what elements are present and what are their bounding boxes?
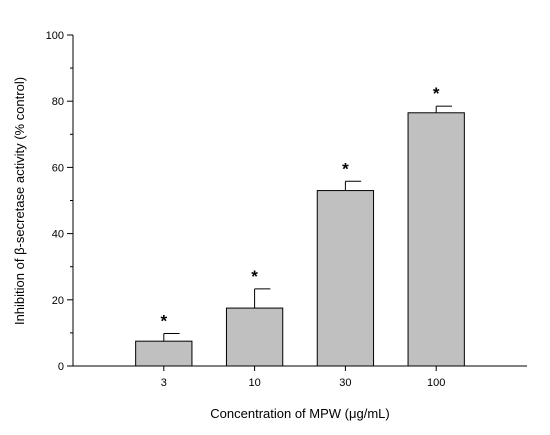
bar-30 [316,190,375,367]
bar-3 [135,340,193,367]
error-bars [163,105,452,342]
x-tick-label-100: 100 [427,377,445,389]
y-tick-label: 40 [52,229,64,241]
x-tick-label-10: 10 [248,377,260,389]
bars [135,112,465,367]
significance-markers: * * * * [160,84,439,330]
x-tick-label-30: 30 [339,377,351,389]
x-axis-label: Concentration of MPW (μg/mL) [210,406,389,421]
bar-100 [407,112,465,367]
significance-star-3: * [160,312,167,331]
significance-star-30: * [342,159,349,178]
y-tick-label: 20 [52,295,64,307]
y-tick-label: 80 [52,96,64,108]
significance-star-100: * [433,84,440,103]
x-tick-label-3: 3 [161,377,167,389]
bar-10 [225,307,284,367]
y-tick-label: 100 [46,30,64,42]
x-ticks: 3 10 30 100 [161,366,445,389]
significance-star-10: * [251,267,258,286]
y-tick-label: 60 [52,162,64,174]
y-axis-label: Inhibition of β-secretase activity (% co… [12,77,27,325]
y-tick-label: 0 [58,361,64,373]
y-ticks: 0 20 40 60 80 100 [46,30,73,373]
